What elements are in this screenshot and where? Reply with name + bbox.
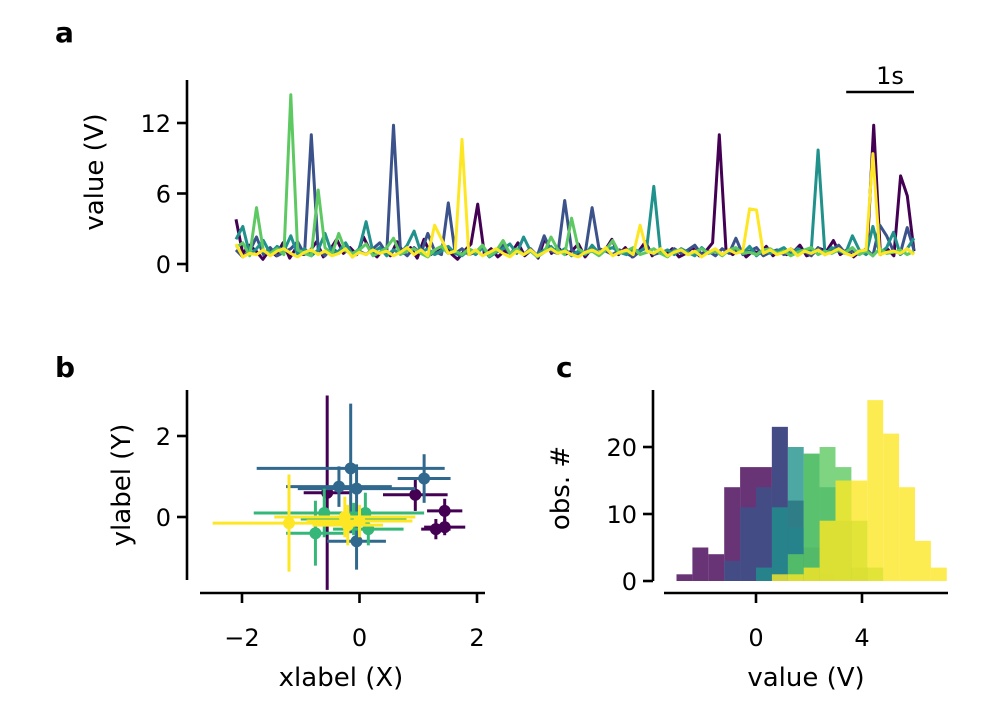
panel-b-point-0-2 xyxy=(438,504,451,517)
panel-a-series-line-4 xyxy=(234,137,915,259)
panel-c-bar-0-3 xyxy=(724,487,741,581)
panel-a-y-axis-label: value (V) xyxy=(80,113,110,230)
panel-a-y-tick-label-12: 12 xyxy=(140,110,171,138)
panel-c-y-tick-label-0: 0 xyxy=(622,568,637,596)
panel-b-series-group xyxy=(212,395,466,590)
panel-c-y-tick-label-10: 10 xyxy=(606,501,637,529)
panel-b-y-tick-label-2: 2 xyxy=(156,423,171,451)
panel-c-bar-4-3 xyxy=(819,520,836,581)
panel-c-bar-1-0 xyxy=(724,560,741,581)
panel-b-x-axis-label: xlabel (X) xyxy=(279,663,404,693)
panel-b-point-0-1 xyxy=(409,488,422,501)
panel-a-scalebar-label: 1s xyxy=(876,62,904,90)
panel-c-y-tick-label-20: 20 xyxy=(606,434,637,462)
panel-a-line-chart: 0 6 12 value (V) 1s xyxy=(80,62,916,279)
panel-c-bar-1-2 xyxy=(756,487,772,581)
panel-c-bar-0-2 xyxy=(708,554,725,581)
panel-c-bar-2-0 xyxy=(756,567,772,581)
panel-c-bar-4-5 xyxy=(851,480,868,581)
panel-b-point-1-4 xyxy=(350,535,363,548)
panel-c-y-axis-label: obs. # xyxy=(546,446,576,530)
panel-b-point-3-3 xyxy=(353,515,366,528)
panel-c-bar-4-10 xyxy=(930,567,947,581)
panel-label-c: c xyxy=(556,351,573,384)
panel-c-bar-4-7 xyxy=(883,433,900,581)
panel-b-y-tick-label-0: 0 xyxy=(156,504,171,532)
panel-b-y-ticks: 02 xyxy=(156,423,187,532)
panel-b-x-tick-label-2: 2 xyxy=(469,624,484,652)
panel-c-bar-4-4 xyxy=(835,480,852,581)
panel-a-y-tick-label-0: 0 xyxy=(156,251,171,279)
panel-b-x-tick-label-0: 0 xyxy=(352,624,367,652)
panel-c-bar-2-2 xyxy=(787,447,804,581)
panel-b-scatter-chart: 02 −2 0 2 xlabel (X) ylabel (Y) xyxy=(107,390,485,693)
panel-c-bar-1-1 xyxy=(740,507,756,581)
panel-c-bar-4-0 xyxy=(771,574,788,581)
panel-b-y-axis-label: ylabel (Y) xyxy=(107,424,137,547)
panel-c-bar-4-2 xyxy=(803,567,820,581)
panel-a-y-tick-label-6: 6 xyxy=(156,181,171,209)
panel-a-y-ticks: 0 6 12 xyxy=(140,110,187,279)
panel-c-x-tick-label-4: 4 xyxy=(854,624,869,652)
panel-c-bar-2-1 xyxy=(771,507,788,581)
panel-b-point-1-1 xyxy=(332,480,345,493)
panel-c-x-axis-label: value (V) xyxy=(747,663,864,693)
panel-b-point-1-0 xyxy=(344,462,357,475)
panel-b-point-1-3 xyxy=(418,472,431,485)
panel-c-bar-0-0 xyxy=(676,574,693,581)
panel-b-point-1-2 xyxy=(350,482,363,495)
panel-c-bar-4-6 xyxy=(867,400,884,581)
panel-c-bar-3-1 xyxy=(803,453,820,581)
panel-c-series-group xyxy=(676,400,947,581)
panel-b-x-tick-label--2: −2 xyxy=(224,624,259,652)
panel-c-y-ticks: 0 10 20 xyxy=(606,434,653,596)
panel-label-b: b xyxy=(55,351,75,384)
panel-b-point-2-0 xyxy=(309,527,322,540)
panel-c-bar-4-8 xyxy=(899,487,915,581)
panel-b-point-3-0 xyxy=(283,517,295,530)
panel-a-series-group xyxy=(234,93,916,261)
panel-c-bar-4-1 xyxy=(787,574,804,581)
panel-c-bar-4-9 xyxy=(915,540,931,581)
panel-c-bar-0-1 xyxy=(692,547,709,581)
panel-c-x-tick-label-0: 0 xyxy=(748,624,763,652)
panel-b-point-0-4 xyxy=(438,521,451,534)
panel-b-x-ticks: −2 0 2 xyxy=(224,593,485,652)
panel-label-a: a xyxy=(55,16,74,49)
